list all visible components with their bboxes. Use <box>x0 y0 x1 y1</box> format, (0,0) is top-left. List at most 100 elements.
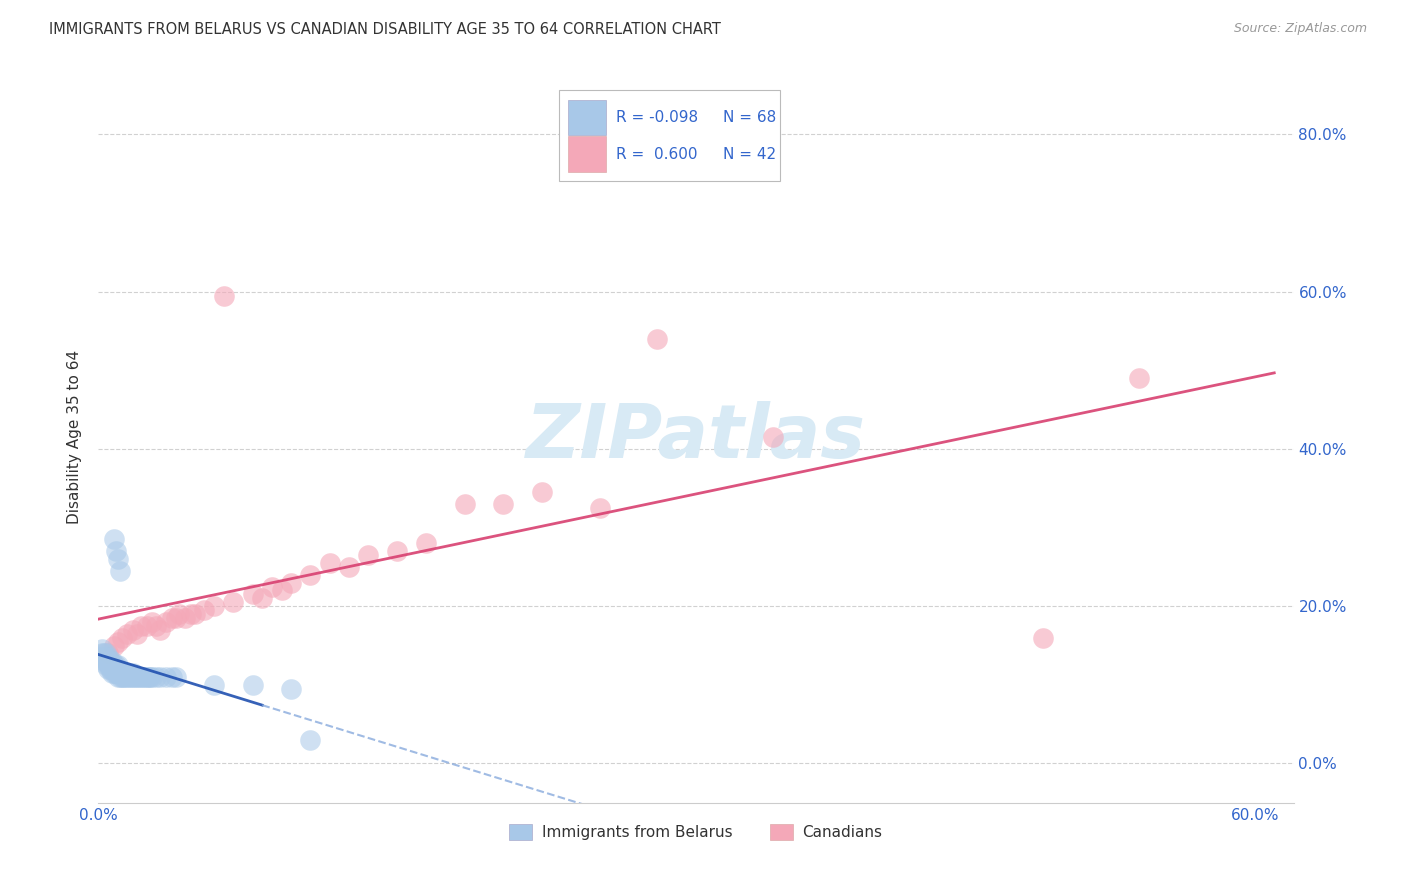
Point <box>453 497 475 511</box>
Point <box>184 607 207 621</box>
Point <box>337 559 360 574</box>
Point <box>94 654 117 668</box>
Point <box>104 658 127 673</box>
Point <box>588 500 610 515</box>
Point <box>125 626 148 640</box>
Point <box>101 654 124 668</box>
Point <box>91 646 114 660</box>
Point <box>98 658 121 673</box>
Point <box>114 666 136 681</box>
Point <box>104 666 127 681</box>
Point <box>129 670 152 684</box>
Point <box>145 619 167 633</box>
Point <box>103 639 125 653</box>
Point <box>117 666 139 681</box>
Point <box>169 607 191 621</box>
Point <box>129 619 152 633</box>
Point <box>1032 631 1054 645</box>
Point <box>91 642 114 657</box>
Point <box>180 607 202 621</box>
Point <box>160 611 183 625</box>
Point <box>141 615 163 629</box>
Point <box>93 654 115 668</box>
Point <box>103 533 125 547</box>
Point <box>280 575 302 590</box>
Text: R =  0.600: R = 0.600 <box>616 146 697 161</box>
Point <box>112 670 135 684</box>
Legend: Immigrants from Belarus, Canadians: Immigrants from Belarus, Canadians <box>503 818 889 847</box>
Point <box>93 650 115 665</box>
Point <box>155 615 177 629</box>
Point <box>319 556 342 570</box>
Point <box>101 666 124 681</box>
Point <box>122 623 145 637</box>
Text: R = -0.098: R = -0.098 <box>616 110 697 125</box>
Point <box>280 681 302 696</box>
Point <box>98 654 121 668</box>
Point <box>93 646 115 660</box>
FancyBboxPatch shape <box>568 100 606 136</box>
Point <box>103 666 125 681</box>
Point <box>94 658 117 673</box>
Point <box>97 646 120 660</box>
Point <box>117 626 139 640</box>
Point <box>118 670 141 684</box>
Point <box>124 670 146 684</box>
Point <box>97 650 120 665</box>
Point <box>138 670 160 684</box>
Text: Source: ZipAtlas.com: Source: ZipAtlas.com <box>1233 22 1367 36</box>
Point <box>155 670 177 684</box>
Point <box>492 497 515 511</box>
Point <box>1128 371 1150 385</box>
FancyBboxPatch shape <box>568 136 606 172</box>
Point <box>114 670 136 684</box>
Y-axis label: Disability Age 35 to 64: Disability Age 35 to 64 <box>67 350 83 524</box>
Point <box>202 599 225 614</box>
Point <box>242 587 264 601</box>
Text: N = 68: N = 68 <box>724 110 776 125</box>
Point <box>104 662 127 676</box>
Point <box>128 670 150 684</box>
Point <box>107 552 129 566</box>
Point <box>212 288 235 302</box>
Point <box>160 670 183 684</box>
Point <box>132 670 155 684</box>
Point <box>110 670 132 684</box>
Point <box>94 646 117 660</box>
Point <box>299 567 322 582</box>
Text: ZIPatlas: ZIPatlas <box>526 401 866 474</box>
Point <box>222 595 245 609</box>
Point <box>299 732 322 747</box>
Point <box>165 670 187 684</box>
Point <box>120 670 142 684</box>
Point <box>174 611 197 625</box>
Point <box>89 650 111 665</box>
Point <box>110 631 132 645</box>
Point <box>107 670 129 684</box>
Point <box>647 332 669 346</box>
Point <box>97 654 120 668</box>
Point <box>117 670 139 684</box>
Point <box>104 544 127 558</box>
Point <box>270 583 292 598</box>
Point <box>141 670 163 684</box>
Point <box>139 670 162 684</box>
Point <box>193 603 215 617</box>
Point <box>202 678 225 692</box>
FancyBboxPatch shape <box>558 90 780 181</box>
Point <box>107 634 129 648</box>
Point <box>762 430 785 444</box>
Point <box>108 666 131 681</box>
Point <box>415 536 437 550</box>
Point <box>97 662 120 676</box>
Point <box>135 670 157 684</box>
Point <box>101 662 124 676</box>
Point <box>252 591 274 606</box>
Point <box>97 658 120 673</box>
Point <box>165 611 187 625</box>
Point <box>260 580 283 594</box>
Point <box>125 670 148 684</box>
Point <box>107 662 129 676</box>
Point <box>530 485 553 500</box>
Point <box>135 619 157 633</box>
